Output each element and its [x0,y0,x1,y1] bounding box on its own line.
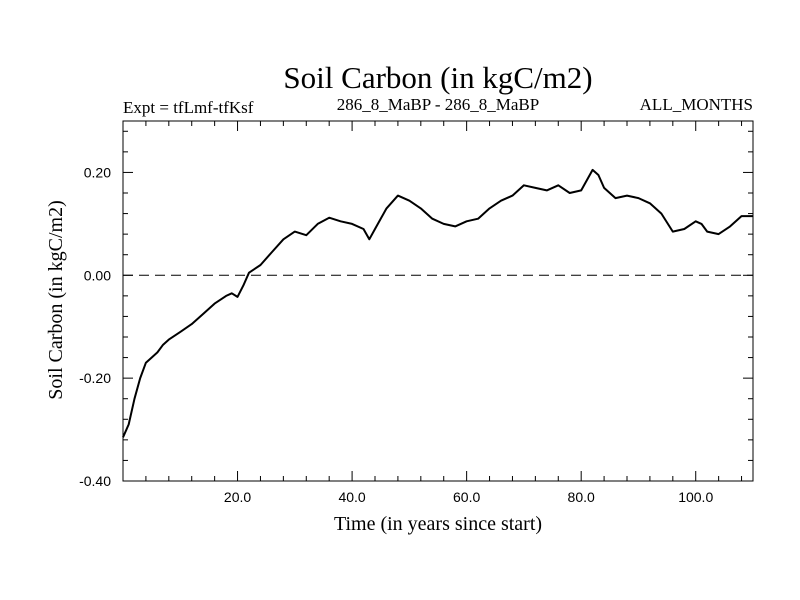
chart-subtitle-right: ALL_MONTHS [640,95,753,114]
y-tick-label: 0.20 [84,164,111,180]
y-tick-labels: -0.40 -0.20 0.00 0.20 [79,164,111,489]
chart-title: Soil Carbon (in kgC/m2) [283,60,592,95]
chart-subtitle-left: Expt = tfLmf-tfKsf [123,98,254,117]
plot-frame [122,120,754,482]
plot-area [122,120,754,482]
x-tick-label: 100.0 [678,489,713,505]
x-tick-label: 20.0 [224,489,251,505]
series-line-soil-carbon [122,168,753,438]
x-tick-label: 80.0 [568,489,595,505]
axis-ticks [123,121,753,481]
y-axis-label: Soil Carbon (in kgC/m2) [45,200,67,399]
y-tick-label: -0.20 [79,370,111,386]
chart-subtitle-center: 286_8_MaBP - 286_8_MaBP [337,95,539,114]
x-axis-label: Time (in years since start) [334,513,542,535]
y-tick-label: 0.00 [84,267,111,283]
x-tick-label: 60.0 [453,489,480,505]
y-tick-label: -0.40 [79,473,111,489]
x-tick-labels: 20.0 40.0 60.0 80.0 100.0 [224,489,714,505]
x-tick-label: 40.0 [338,489,365,505]
